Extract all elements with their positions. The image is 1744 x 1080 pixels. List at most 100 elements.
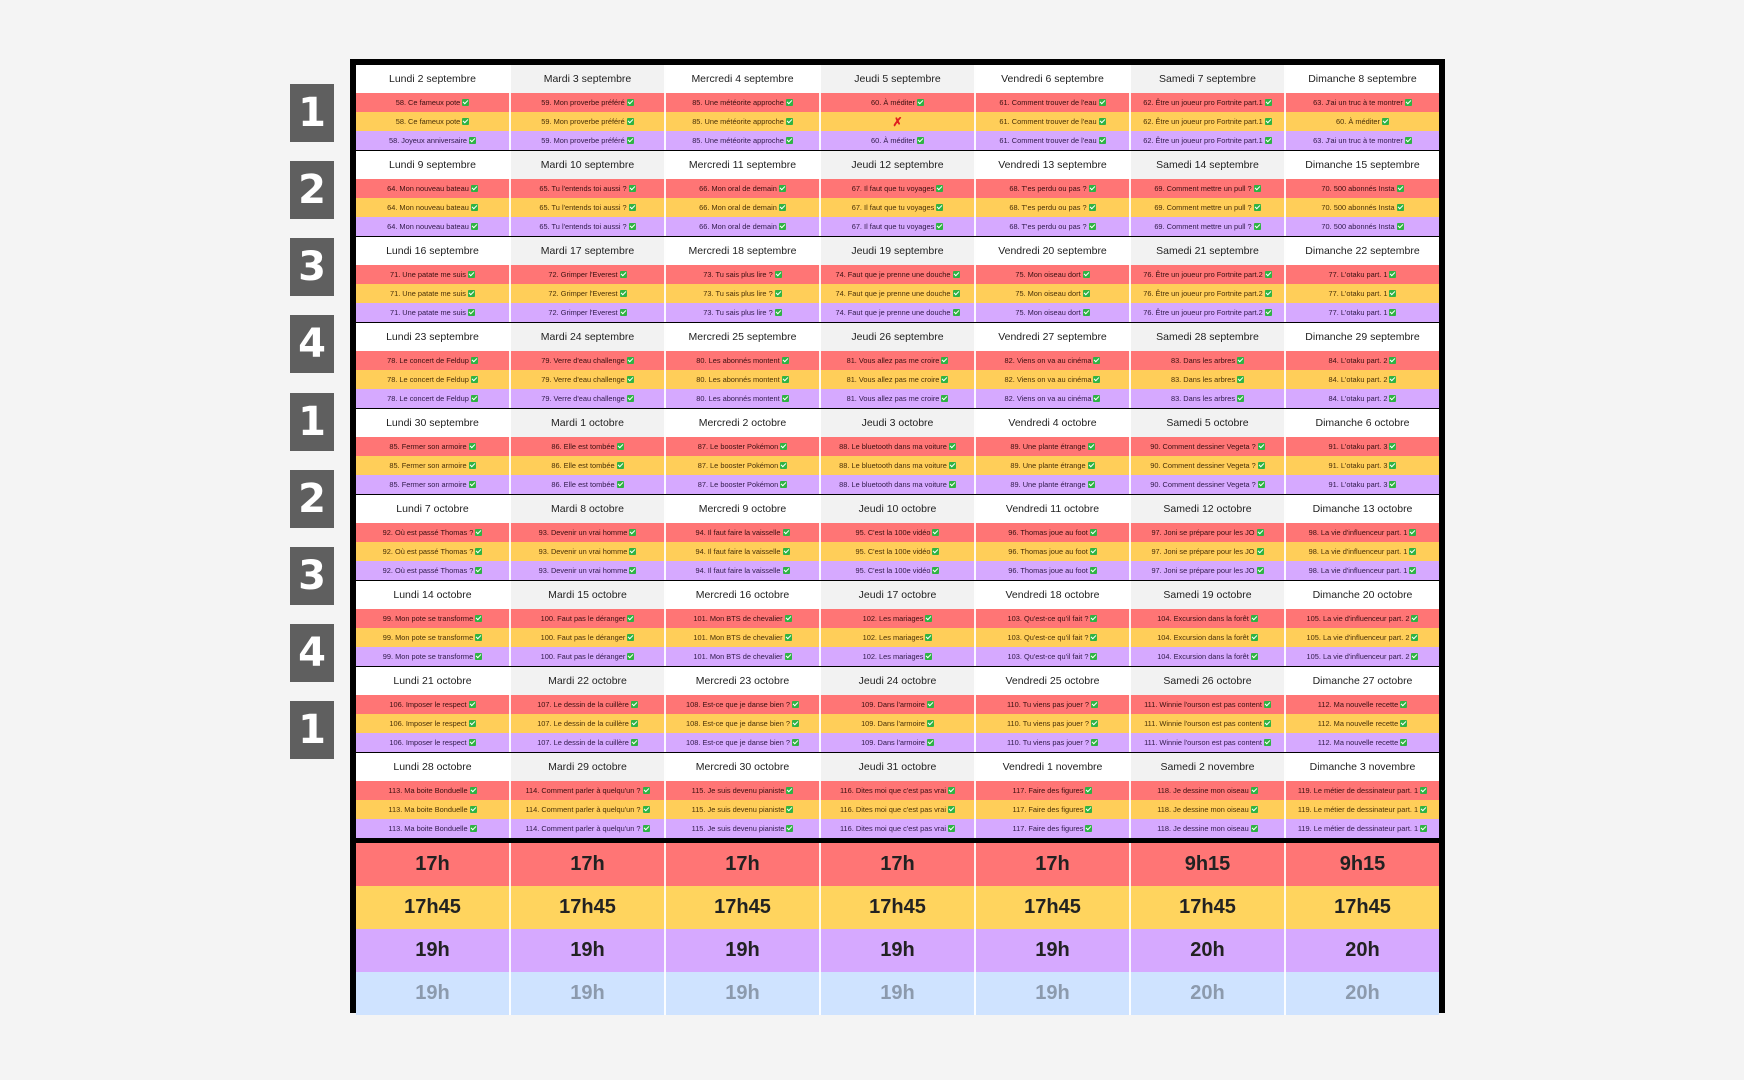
episode-cell: 107. Le dessin de la cuillère (511, 714, 666, 733)
day-header: Dimanche 29 septembre (1286, 323, 1439, 351)
week-block: Lundi 7 octobre Mardi 8 octobre Mercredi 9… (356, 495, 1439, 580)
check-icon (1389, 376, 1397, 383)
episode-title: 67. Il faut que tu voyages (851, 222, 935, 231)
day-header: Dimanche 8 septembre (1286, 65, 1439, 93)
check-icon (1389, 481, 1397, 488)
episode-row-yellow: 78. Le concert de Feldup 79. Verre d'eau … (356, 370, 1439, 389)
episode-cell: 94. Il faut faire la vaisselle (666, 561, 821, 580)
episode-title: 89. Une plante étrange (1010, 461, 1086, 470)
episode-cell: 88. Le bluetooth dans ma voiture (821, 437, 976, 456)
episode-title: 88. Le bluetooth dans ma voiture (839, 480, 947, 489)
episode-cell: 111. Winnie l'ourson est pas content (1131, 714, 1286, 733)
check-icon (626, 99, 634, 106)
day-header: Lundi 2 septembre (356, 65, 511, 93)
day-header: Lundi 9 septembre (356, 151, 511, 179)
episode-cell: 65. Tu l'entends toi aussi ? (511, 198, 666, 217)
check-icon (1082, 271, 1090, 278)
check-icon (780, 443, 788, 450)
episode-title: 109. Dans l'armoire (861, 738, 925, 747)
episode-cell: 105. La vie d'influenceur part. 2 (1286, 609, 1439, 628)
episode-row-yellow: 71. Une patate me suis 72. Grimper l'Ever… (356, 284, 1439, 303)
check-icon (468, 462, 476, 469)
episode-title: 104. Excursion dans la forêt (1157, 614, 1249, 623)
episode-title: 118. Je dessine mon oiseau (1157, 824, 1249, 833)
episode-cell: 89. Une plante étrange (976, 456, 1131, 475)
episode-cell: 118. Je dessine mon oiseau (1131, 800, 1286, 819)
day-header: Jeudi 19 septembre (821, 237, 976, 265)
check-icon (781, 395, 789, 402)
episode-cell: 91. L'otaku part. 3 (1286, 437, 1439, 456)
check-icon (1085, 787, 1093, 794)
check-icon (1250, 825, 1258, 832)
episode-title: 118. Je dessine mon oiseau (1157, 805, 1249, 814)
time-cell: 17h (976, 843, 1131, 886)
episode-cell: 117. Faire des figures (976, 800, 1131, 819)
episode-title: 93. Devenir un vrai homme (538, 566, 628, 575)
episode-row-purple: 106. Imposer le respect 107. Le dessin de… (356, 733, 1439, 752)
check-icon (468, 290, 475, 297)
week-block: Lundi 14 octobre Mardi 15 octobre Mercredi… (356, 581, 1439, 666)
episode-cell: 85. Une météorite approche (666, 93, 821, 112)
episode-cell: 95. C'est la 100e vidéo (821, 561, 976, 580)
check-icon (932, 529, 940, 536)
check-icon (1237, 376, 1245, 383)
episode-cell: 87. Le booster Pokémon (666, 475, 821, 494)
check-icon (952, 309, 960, 316)
check-icon (1253, 185, 1261, 192)
check-icon (1085, 806, 1093, 813)
episode-cell: 61. Comment trouver de l'eau (976, 93, 1131, 112)
check-icon (932, 548, 940, 555)
episode-cell: 93. Devenir un vrai homme (511, 561, 666, 580)
check-icon (1400, 739, 1408, 746)
episode-title: 104. Excursion dans la forêt (1157, 652, 1249, 661)
check-icon (1420, 806, 1428, 813)
episode-cell: 93. Devenir un vrai homme (511, 523, 666, 542)
episode-title: 108. Est-ce que je danse bien ? (686, 738, 790, 747)
week-block: Lundi 2 septembre Mardi 3 septembre Mercre… (356, 65, 1439, 150)
day-header: Jeudi 26 septembre (821, 323, 976, 351)
check-icon (1409, 548, 1417, 555)
episode-title: 85. Une météorite approche (692, 136, 784, 145)
episode-cell: 100. Faut pas le déranger (511, 628, 666, 647)
episode-title: 94. Il faut faire la vaisselle (695, 547, 781, 556)
episode-cell: 116. Dites moi que c'est pas vrai (821, 819, 976, 838)
day-header: Jeudi 17 octobre (821, 581, 976, 609)
check-icon (786, 825, 794, 832)
day-header: Dimanche 27 octobre (1286, 667, 1439, 695)
episode-title: 111. Winnie l'ourson est pas content (1144, 719, 1262, 728)
schedule-divider (356, 838, 1439, 843)
episode-cell: 71. Une patate me suis (356, 284, 511, 303)
episode-cell: 108. Est-ce que je danse bien ? (666, 714, 821, 733)
check-icon (1389, 443, 1397, 450)
episode-title: 97. Joni se prépare pour les JO (1151, 547, 1255, 556)
check-icon (791, 701, 799, 708)
episode-cell: 82. Viens on va au cinéma (976, 389, 1131, 408)
episode-cell: 84. L'otaku part. 2 (1286, 389, 1439, 408)
episode-cell: 79. Verre d'eau challenge (511, 370, 666, 389)
episode-row-purple: 99. Mon pote se transforme 100. Faut pas … (356, 647, 1439, 666)
episode-cell: 97. Joni se prépare pour les JO (1131, 561, 1286, 580)
episode-title: 80. Les abonnés montent (696, 375, 780, 384)
episode-cell: 70. 500 abonnés Insta (1286, 179, 1439, 198)
episode-cell: 95. C'est la 100e vidéo (821, 542, 976, 561)
episode-row-red: 99. Mon pote se transforme 100. Faut pas … (356, 609, 1439, 628)
day-header: Jeudi 24 octobre (821, 667, 976, 695)
episode-title: 117. Faire des figures (1012, 824, 1084, 833)
episode-cell: 82. Viens on va au cinéma (976, 370, 1131, 389)
episode-title: 112. Ma nouvelle recette (1317, 738, 1399, 747)
episode-title: 78. Le concert de Feldup (387, 375, 469, 384)
episode-title: 81. Vous allez pas me croire (846, 375, 940, 384)
episode-cell: 91. L'otaku part. 3 (1286, 475, 1439, 494)
episode-cell: 107. Le dessin de la cuillère (511, 733, 666, 752)
check-icon (470, 185, 478, 192)
week-number-badge: 1 (290, 393, 334, 451)
episode-cell: 92. Où est passé Thomas ? (356, 561, 511, 580)
day-header: Lundi 7 octobre (356, 495, 511, 523)
episode-cell: 113. Ma boite Bonduelle (356, 819, 511, 838)
check-icon (1093, 376, 1101, 383)
episode-cell: 87. Le booster Pokémon (666, 437, 821, 456)
check-icon (470, 204, 478, 211)
episode-cell: 113. Ma boite Bonduelle (356, 800, 511, 819)
episode-title: 100. Faut pas le déranger (540, 614, 626, 623)
episode-title: 106. Imposer le respect (389, 719, 467, 728)
